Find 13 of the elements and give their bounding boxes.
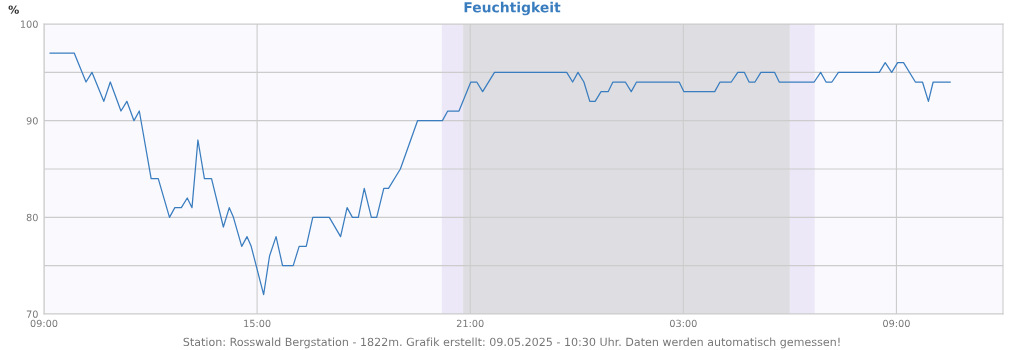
y-tick-label: 80 bbox=[26, 213, 38, 222]
x-tick-label: 09:00 bbox=[30, 319, 58, 328]
y-axis-title: % bbox=[8, 5, 19, 14]
x-tick-label: 03:00 bbox=[669, 319, 697, 328]
line-series bbox=[49, 52, 951, 296]
y-tick-label: 100 bbox=[20, 20, 38, 28]
text: Station: Rosswald Bergstation - 1822m. Grafik erstellt: 09.05.2025 - 10:30 Uhr. Daten werden automatisch gemessen! bbox=[183, 337, 840, 349]
y-tick-label: 70 bbox=[26, 310, 38, 318]
y-tick-label: 90 bbox=[26, 117, 38, 125]
chart-title: Feuchtigkeit bbox=[464, 1, 561, 16]
x-tick-label: 09:00 bbox=[883, 319, 910, 328]
x-tick-label: 15:00 bbox=[244, 319, 271, 328]
x-tick-label: 21:00 bbox=[456, 319, 484, 328]
